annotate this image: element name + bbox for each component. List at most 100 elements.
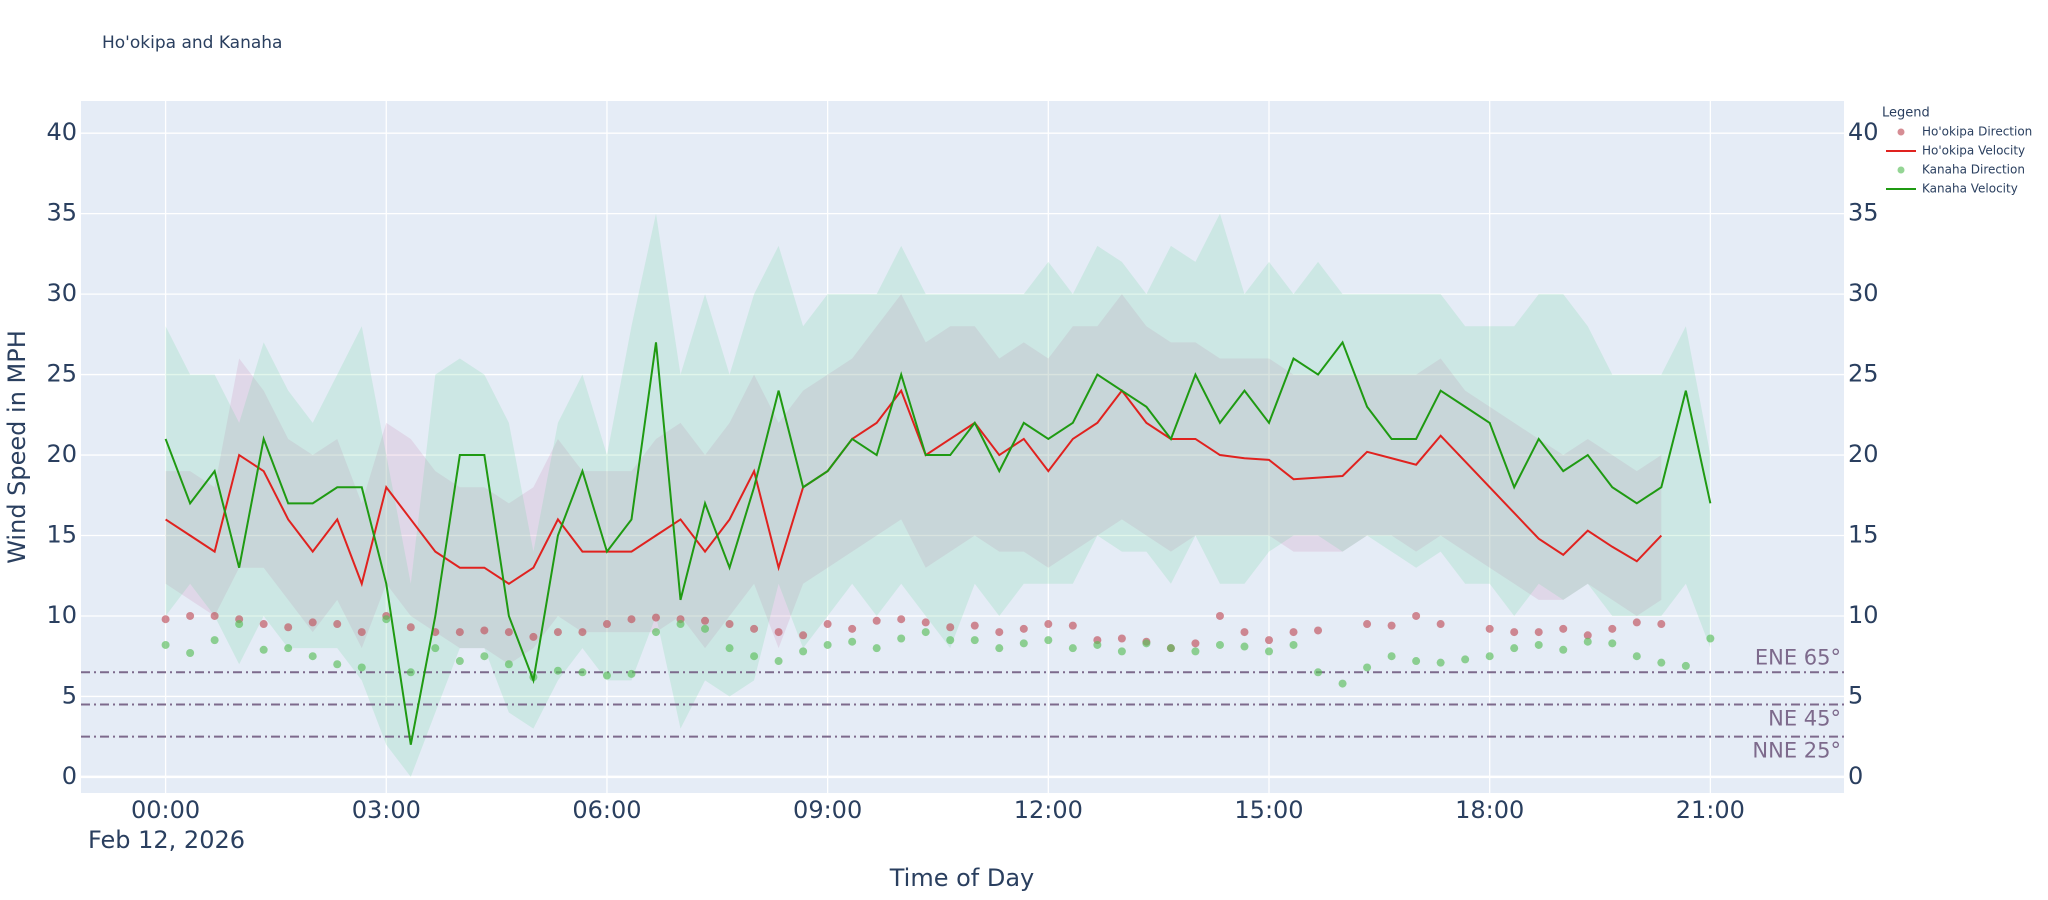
direction-point xyxy=(504,628,513,637)
direction-point xyxy=(1436,620,1445,629)
direction-point xyxy=(1338,679,1347,688)
legend-title: Legend xyxy=(1882,106,1930,121)
direction-point xyxy=(1608,624,1617,633)
direction-point xyxy=(1387,652,1396,661)
direction-point xyxy=(382,615,391,624)
direction-point xyxy=(1706,634,1715,643)
direction-point xyxy=(1657,658,1666,667)
y2-tick-label: 5 xyxy=(1848,681,1863,709)
y2-tick-label: 0 xyxy=(1848,762,1863,790)
direction-point xyxy=(970,636,979,645)
direction-point xyxy=(946,623,955,632)
direction-point xyxy=(529,632,538,641)
direction-point xyxy=(333,660,342,669)
range-band xyxy=(165,294,1662,665)
direction-point xyxy=(1019,624,1028,633)
direction-point xyxy=(1485,652,1494,661)
x-date-label: Feb 12, 2026 xyxy=(88,826,245,854)
direction-point xyxy=(1632,618,1641,627)
direction-point xyxy=(848,624,857,633)
direction-point xyxy=(1583,631,1592,640)
y2-tick-label: 30 xyxy=(1848,279,1879,307)
direction-point xyxy=(823,640,832,649)
direction-point xyxy=(676,620,685,629)
direction-point xyxy=(308,618,317,627)
direction-point xyxy=(210,636,219,645)
direction-point xyxy=(1436,658,1445,667)
direction-point xyxy=(284,623,293,632)
direction-point xyxy=(602,671,611,680)
direction-point xyxy=(725,644,734,653)
direction-point xyxy=(1117,647,1126,656)
direction-point xyxy=(1363,663,1372,672)
direction-point xyxy=(553,666,562,675)
direction-point xyxy=(970,621,979,630)
direction-point xyxy=(186,611,195,620)
direction-point xyxy=(431,644,440,653)
direction-point xyxy=(1289,640,1298,649)
direction-point xyxy=(1166,644,1175,653)
direction-point xyxy=(1093,640,1102,649)
direction-point xyxy=(897,615,906,624)
y2-tick-label: 35 xyxy=(1848,199,1879,227)
direction-point xyxy=(161,640,170,649)
plot-area xyxy=(81,101,1844,793)
x-tick-label: 21:00 xyxy=(1676,796,1745,824)
y2-tick-label: 10 xyxy=(1848,601,1879,629)
direction-point xyxy=(1314,626,1323,635)
direction-point xyxy=(1068,644,1077,653)
direction-point xyxy=(1510,628,1519,637)
direction-point xyxy=(455,657,464,666)
y-tick-label: 25 xyxy=(46,360,77,388)
y-tick-label: 5 xyxy=(62,681,77,709)
direction-point xyxy=(1681,661,1690,670)
legend-symbol xyxy=(1897,128,1905,136)
x-tick-label: 06:00 xyxy=(572,796,641,824)
direction-point xyxy=(1044,620,1053,629)
direction-point xyxy=(1363,620,1372,629)
direction-point xyxy=(455,628,464,637)
direction-point xyxy=(1240,628,1249,637)
direction-point xyxy=(872,644,881,653)
direction-point xyxy=(1019,639,1028,648)
direction-point xyxy=(1314,668,1323,677)
direction-point xyxy=(627,615,636,624)
direction-point xyxy=(725,620,734,629)
direction-point xyxy=(750,652,759,661)
x-tick-label: 18:00 xyxy=(1455,796,1524,824)
direction-point xyxy=(799,631,808,640)
y-tick-label: 15 xyxy=(46,521,77,549)
direction-point xyxy=(651,613,660,622)
direction-point xyxy=(1240,642,1249,651)
x-tick-label: 09:00 xyxy=(793,796,862,824)
y-tick-label: 35 xyxy=(46,199,77,227)
direction-point xyxy=(406,623,415,632)
direction-point xyxy=(333,620,342,629)
direction-point xyxy=(774,628,783,637)
y2-tick-label: 20 xyxy=(1848,440,1879,468)
direction-point xyxy=(1265,647,1274,656)
direction-point xyxy=(480,652,489,661)
x-axis-title: Time of Day xyxy=(889,864,1035,892)
direction-point xyxy=(774,657,783,666)
direction-point xyxy=(284,644,293,653)
reference-label: NNE 25° xyxy=(1752,739,1841,763)
legend-label: Kanaha Velocity xyxy=(1922,182,2018,196)
direction-point xyxy=(897,634,906,643)
direction-point xyxy=(259,620,268,629)
x-tick-label: 00:00 xyxy=(131,796,200,824)
legend-label: Ho'okipa Direction xyxy=(1922,125,2032,139)
legend-symbol xyxy=(1897,166,1905,174)
direction-point xyxy=(1657,620,1666,629)
direction-point xyxy=(1510,644,1519,653)
direction-point xyxy=(823,620,832,629)
direction-point xyxy=(1608,639,1617,648)
direction-point xyxy=(1534,640,1543,649)
direction-point xyxy=(1583,637,1592,646)
direction-point xyxy=(872,616,881,625)
y2-tick-label: 40 xyxy=(1848,118,1879,146)
y-tick-label: 40 xyxy=(46,118,77,146)
direction-point xyxy=(1559,645,1568,654)
direction-point xyxy=(602,620,611,629)
y-tick-label: 20 xyxy=(46,440,77,468)
